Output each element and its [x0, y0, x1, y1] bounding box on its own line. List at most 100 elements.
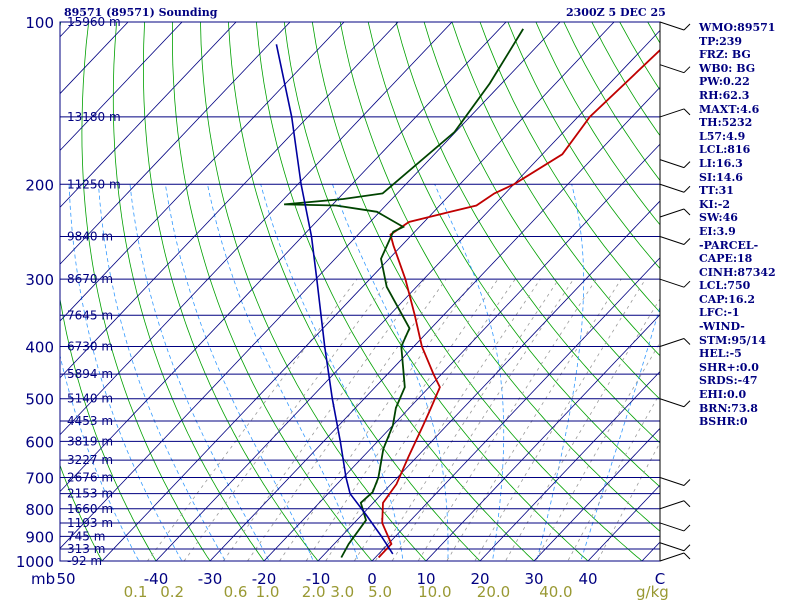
- dry-adiabat-line: [81, 22, 211, 561]
- wind-barb: [683, 338, 691, 345]
- series-parcel-line: [275, 44, 394, 555]
- mixing-ratio-line: [279, 278, 475, 561]
- wind-barb: [659, 542, 685, 552]
- wind-barbs: [659, 21, 691, 562]
- dry-adiabat-line: [60, 22, 157, 561]
- pressure-tick-label: 1000: [16, 553, 54, 571]
- height-label: 6730 m: [67, 340, 113, 354]
- index-item: BSHR:0: [699, 415, 748, 429]
- mixing-ratio-line: [222, 278, 425, 561]
- isotherm-line: [60, 22, 453, 436]
- mixing-ratio-unit: g/kg: [636, 583, 669, 600]
- isotherm-line: [371, 257, 660, 561]
- mixing-ratio-line: [147, 278, 358, 561]
- wind-barb: [659, 477, 685, 486]
- height-label: 7645 m: [67, 308, 113, 322]
- moist-adiabat-line: [165, 184, 314, 561]
- isotherm-line: [60, 22, 345, 322]
- wind-barb: [683, 66, 691, 74]
- index-item: LCL:816: [699, 143, 751, 157]
- height-labels: 15960 m 13180 m 11250 m 9840 m 8670 m 7645 m 6…: [67, 15, 121, 568]
- dry-adiabat-line: [228, 22, 481, 561]
- moist-adiabat-line: [207, 184, 359, 561]
- valid-time: 2300Z 5 DEC 25: [566, 6, 666, 19]
- index-item: PW:0.22: [699, 75, 750, 89]
- height-label: 9840 m: [67, 229, 113, 243]
- wind-barb: [683, 479, 691, 486]
- isotherm-line: [101, 22, 615, 561]
- index-item: SHR+:0.0: [699, 360, 759, 374]
- height-label: 313 m: [67, 542, 105, 556]
- temperature-tick-label: -20: [252, 570, 277, 588]
- mixing-ratio-tick-label: 0.1: [124, 583, 148, 600]
- mixing-ratio-line: [474, 278, 646, 561]
- index-item: STM:95/14: [699, 333, 766, 347]
- isotherm-line: [0, 10, 31, 572]
- index-item: MAXT:4.6: [699, 102, 760, 116]
- wind-barb: [659, 159, 685, 169]
- height-label: 13180 m: [67, 110, 121, 124]
- dry-adiabat-line: [367, 22, 660, 488]
- mixing-ratio-tick-label: 10.0: [418, 583, 451, 600]
- wind-barb: [659, 183, 685, 193]
- wind-barb: [683, 108, 691, 116]
- wind-barb: [659, 278, 685, 288]
- index-item: EHI:0.0: [699, 388, 747, 402]
- wind-barb: [683, 500, 691, 508]
- temperature-tick-label: 10: [416, 570, 435, 588]
- isotherm-line: [263, 143, 660, 561]
- pressure-tick-label: 100: [25, 14, 54, 32]
- dry-adiabat-line: [112, 22, 265, 561]
- moist-adiabat-line: [536, 184, 585, 561]
- mixing-ratio-tick-label: 5.0: [368, 583, 392, 600]
- wind-barb: [683, 238, 691, 245]
- index-item: RH:62.3: [699, 88, 750, 102]
- temperature-tick-label: 40: [578, 570, 597, 588]
- mixing-ratio-lines: [147, 278, 660, 561]
- index-item: WB0: BG: [699, 61, 756, 75]
- xlabel: C: [655, 570, 665, 588]
- dry-adiabat-line: [256, 22, 535, 561]
- ylabel: mb: [31, 570, 55, 588]
- wind-barb: [659, 21, 685, 31]
- temperature-tick-label: 0: [367, 570, 377, 588]
- index-item: LCL:750: [699, 279, 751, 293]
- dry-adiabat-line: [142, 22, 319, 561]
- dry-adiabat-line: [200, 22, 427, 561]
- wind-barb: [659, 108, 685, 118]
- sounding-profiles: [275, 28, 660, 559]
- isotherm-line: [209, 86, 660, 561]
- pressure-tick-label: 600: [25, 433, 54, 451]
- temperature-tick-label: 20: [470, 570, 489, 588]
- wind-barb: [659, 338, 685, 347]
- temperature-tick-label: -10: [306, 570, 331, 588]
- index-item: LFC:-1: [699, 306, 740, 320]
- height-label: 5140 m: [67, 392, 113, 406]
- pressure-tick-label: 400: [25, 339, 54, 357]
- wind-barb: [683, 524, 691, 532]
- index-item: HEL:-5: [699, 347, 742, 361]
- wind-barb: [683, 208, 691, 216]
- mixing-ratio-tick-label: 1.0: [256, 583, 280, 600]
- wind-barb: [683, 552, 691, 560]
- index-item: CINH:87342: [699, 265, 776, 279]
- temperature-tick-label: -40: [144, 570, 169, 588]
- moist-adiabat-line: [68, 184, 183, 561]
- wind-barb: [683, 544, 691, 552]
- wind-barb: [659, 236, 685, 245]
- index-item: -WIND-: [699, 320, 745, 334]
- mixing-ratio-line: [374, 278, 560, 561]
- pressure-tick-label: 300: [25, 271, 54, 289]
- height-label: 3227 m: [67, 453, 113, 467]
- index-item: TH:5232: [699, 116, 753, 130]
- wind-barb: [683, 185, 691, 193]
- pressure-tick-label: 700: [25, 470, 54, 488]
- dry-adiabat-line: [479, 22, 660, 313]
- mixing-ratio-tick-label: 20.0: [477, 583, 510, 600]
- height-label: 11250 m: [67, 177, 121, 191]
- temperature-tick-label: -30: [198, 570, 223, 588]
- height-label: 745 m: [67, 529, 105, 543]
- mixing-ratio-line: [417, 278, 597, 561]
- mixing-ratio-tick-label: 0.2: [160, 583, 184, 600]
- height-label: 4453 m: [67, 414, 113, 428]
